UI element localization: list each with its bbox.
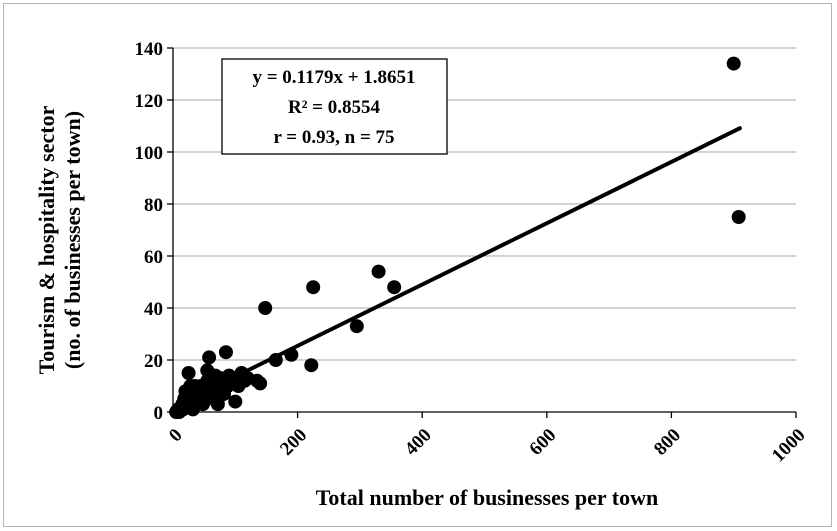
equation-line-1: y = 0.1179x + 1.8651 bbox=[252, 67, 415, 88]
x-tick-label: 400 bbox=[401, 425, 436, 460]
x-tick-label: 600 bbox=[525, 425, 560, 460]
y-axis-label: Tourism & hospitality sector (no. of bus… bbox=[34, 105, 85, 374]
y-tick-labels: 0 20 40 60 80 100 120 140 bbox=[135, 39, 164, 424]
equation-box: y = 0.1179x + 1.8651 R² = 0.8554 r = 0.9… bbox=[221, 58, 448, 155]
data-point bbox=[349, 319, 364, 334]
data-point bbox=[228, 394, 243, 409]
x-tick-label: 800 bbox=[650, 425, 685, 460]
y-axis-label-line-2: (no. of businesses per town) bbox=[60, 111, 85, 369]
data-point bbox=[258, 301, 273, 315]
y-tick-label: 60 bbox=[144, 247, 163, 268]
y-tick-label: 100 bbox=[135, 143, 164, 164]
x-tick-label: 0 bbox=[165, 425, 187, 447]
equation-line-3: r = 0.93, n = 75 bbox=[273, 127, 394, 148]
x-tick-labels: 0 200 400 600 800 1000 bbox=[165, 425, 810, 467]
data-point bbox=[181, 366, 196, 380]
y-tick-label: 120 bbox=[135, 91, 164, 112]
data-point bbox=[218, 345, 233, 360]
data-point bbox=[202, 350, 217, 365]
data-point bbox=[253, 376, 268, 391]
data-point bbox=[371, 264, 386, 279]
y-tick-label: 80 bbox=[144, 195, 163, 216]
x-tick-label: 1000 bbox=[768, 425, 810, 467]
y-tick-label: 40 bbox=[144, 299, 163, 320]
y-tick-label: 0 bbox=[154, 403, 164, 424]
trendline bbox=[174, 126, 742, 408]
data-point bbox=[726, 56, 741, 71]
data-point bbox=[387, 280, 402, 295]
data-point bbox=[731, 210, 746, 224]
y-tick-label: 20 bbox=[144, 351, 163, 372]
x-axis-label: Total number of businesses per town bbox=[316, 485, 659, 510]
y-axis-label-line-1: Tourism & hospitality sector bbox=[34, 105, 59, 374]
equation-line-2: R² = 0.8554 bbox=[288, 97, 380, 118]
x-tick-label: 200 bbox=[276, 425, 311, 460]
data-point bbox=[306, 280, 321, 295]
data-point bbox=[304, 358, 319, 373]
y-tick-label: 140 bbox=[135, 39, 164, 60]
equation-box-border bbox=[221, 58, 448, 155]
trendline-group bbox=[174, 126, 742, 408]
